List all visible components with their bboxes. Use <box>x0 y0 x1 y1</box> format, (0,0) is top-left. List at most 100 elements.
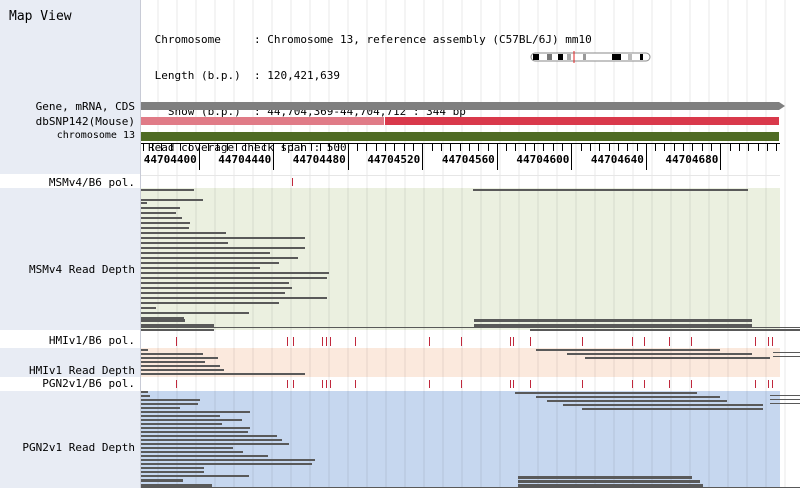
hmiv1-read <box>141 369 224 371</box>
dbsnp-bar-dark <box>385 117 779 125</box>
left-panel <box>0 0 141 488</box>
ruler-tick-label: 44704440 <box>218 153 271 166</box>
hmiv1-read <box>773 352 800 353</box>
msmv4-read <box>141 202 147 204</box>
msmv4-read <box>141 267 260 269</box>
msmv4-read <box>141 317 184 319</box>
pgn2v1-read <box>141 459 315 461</box>
msmv4-read <box>141 324 214 327</box>
ideogram-band <box>640 54 643 60</box>
ruler-tick-label: 44704560 <box>442 153 495 166</box>
msmv4-read <box>141 237 305 239</box>
pgn2v1-read <box>141 435 277 437</box>
msmv4-read <box>141 212 176 214</box>
ideogram-band <box>567 54 571 60</box>
track-label-gene: Gene, mRNA, CDS <box>35 100 135 113</box>
hmiv1-read <box>141 373 305 375</box>
ruler-tick-label: 44704520 <box>367 153 420 166</box>
pgn2v1-read <box>141 403 198 405</box>
pgn2v1-read <box>518 476 692 479</box>
msmv4-read <box>141 242 228 244</box>
msmv4-read <box>141 287 292 289</box>
hmiv1-read <box>773 356 800 357</box>
ruler-tick-label: 44704680 <box>665 153 718 166</box>
msmv4-read <box>141 247 305 249</box>
msmv4-read <box>141 319 185 322</box>
pgn2v1-read <box>141 427 250 429</box>
track-label-hmiv1-depth: HMIv1 Read Depth <box>29 364 135 377</box>
label-band-hmiv1-pol <box>0 330 140 348</box>
track-label-msmv4-depth: MSMv4 Read Depth <box>29 263 135 276</box>
hmiv1-read <box>141 365 220 367</box>
msmv4-read <box>473 189 748 191</box>
track-label-msmv4-pol: MSMv4/B6 pol. <box>48 176 135 189</box>
pgn2v1-read <box>770 399 800 400</box>
pgn2v1-read <box>141 475 249 477</box>
chromosome-bar <box>141 132 779 141</box>
pgn2v1-read <box>141 419 242 421</box>
pgn2v1-read <box>141 399 200 401</box>
hmiv1-read <box>141 357 218 359</box>
hmiv1-read <box>567 353 752 355</box>
pgn2v1-read <box>141 455 268 457</box>
msmv4-read <box>141 329 214 331</box>
feature-bars[interactable] <box>141 102 785 141</box>
msmv4-read <box>141 222 190 224</box>
pgn2v1-read <box>141 415 220 417</box>
ideogram-band <box>558 54 563 60</box>
pgn2v1-read <box>518 484 703 487</box>
pgn2v1-read <box>141 407 180 409</box>
coordinate-ruler: 44704400 44704440 44704480 44704520 44704560… <box>141 143 780 170</box>
ruler-tick-label: 44704480 <box>293 153 346 166</box>
track-label-pgn2v1-depth: PGN2v1 Read Depth <box>22 441 135 454</box>
label-band-pgn2v1-pol <box>0 377 140 391</box>
gene-bar <box>141 102 779 110</box>
info-block: Chromosome : Chromosome 13, reference as… <box>148 10 592 178</box>
ruler-tick-label: 44704640 <box>591 153 644 166</box>
pgn2v1-read <box>536 396 720 398</box>
track-label-pgn2v1-pol: PGN2v1/B6 pol. <box>42 377 135 390</box>
pgn2v1-read <box>141 411 250 413</box>
msmv4-read <box>141 327 800 328</box>
pgn2v1-read <box>141 479 183 482</box>
pgn2v1-read <box>563 404 763 406</box>
ideogram-band <box>583 54 586 60</box>
ideogram-band <box>628 54 632 60</box>
ruler-tick-label: 44704400 <box>144 153 197 166</box>
pgn2v1-read <box>141 439 282 441</box>
hmiv1-read <box>141 361 205 363</box>
msmv4-read <box>141 217 182 219</box>
pgn2v1-read <box>141 467 204 469</box>
track-label-dbsnp: dbSNP142(Mouse) <box>35 115 135 128</box>
pgn2v1-read <box>141 423 222 425</box>
hmiv1-track-bg <box>141 348 780 377</box>
length-line: Length (b.p.) : 120,421,639 <box>148 69 341 82</box>
msmv4-read <box>141 227 189 229</box>
label-band-msmv4-pol <box>0 174 140 188</box>
msmv4-read <box>141 282 289 284</box>
chromosome-line: Chromosome : Chromosome 13, reference as… <box>148 33 592 46</box>
pgn2v1-read <box>141 451 243 453</box>
msmv4-read <box>141 262 279 264</box>
msmv4-read <box>141 312 249 314</box>
pgn2v1-read <box>141 484 212 487</box>
pgn2v1-read <box>582 408 763 410</box>
pgn2v1-read <box>141 431 248 433</box>
ideogram-band <box>612 54 621 60</box>
chromosome-ideogram[interactable] <box>530 51 651 63</box>
msmv4-read <box>141 272 329 274</box>
read-alignments[interactable] <box>141 189 800 488</box>
msmv4-read <box>141 252 270 254</box>
pgn2v1-read <box>141 391 148 393</box>
pgn2v1-read <box>141 443 289 445</box>
msmv4-read <box>474 319 752 322</box>
polymorphism-tracks[interactable] <box>141 175 780 389</box>
track-label-chromosome: chromosome 13 <box>56 130 135 141</box>
pgn2v1-read <box>770 403 800 404</box>
msmv4-read <box>141 292 285 294</box>
pgn2v1-read <box>770 395 800 396</box>
pgn2v1-read <box>141 471 204 473</box>
msmv4-read <box>141 199 203 201</box>
